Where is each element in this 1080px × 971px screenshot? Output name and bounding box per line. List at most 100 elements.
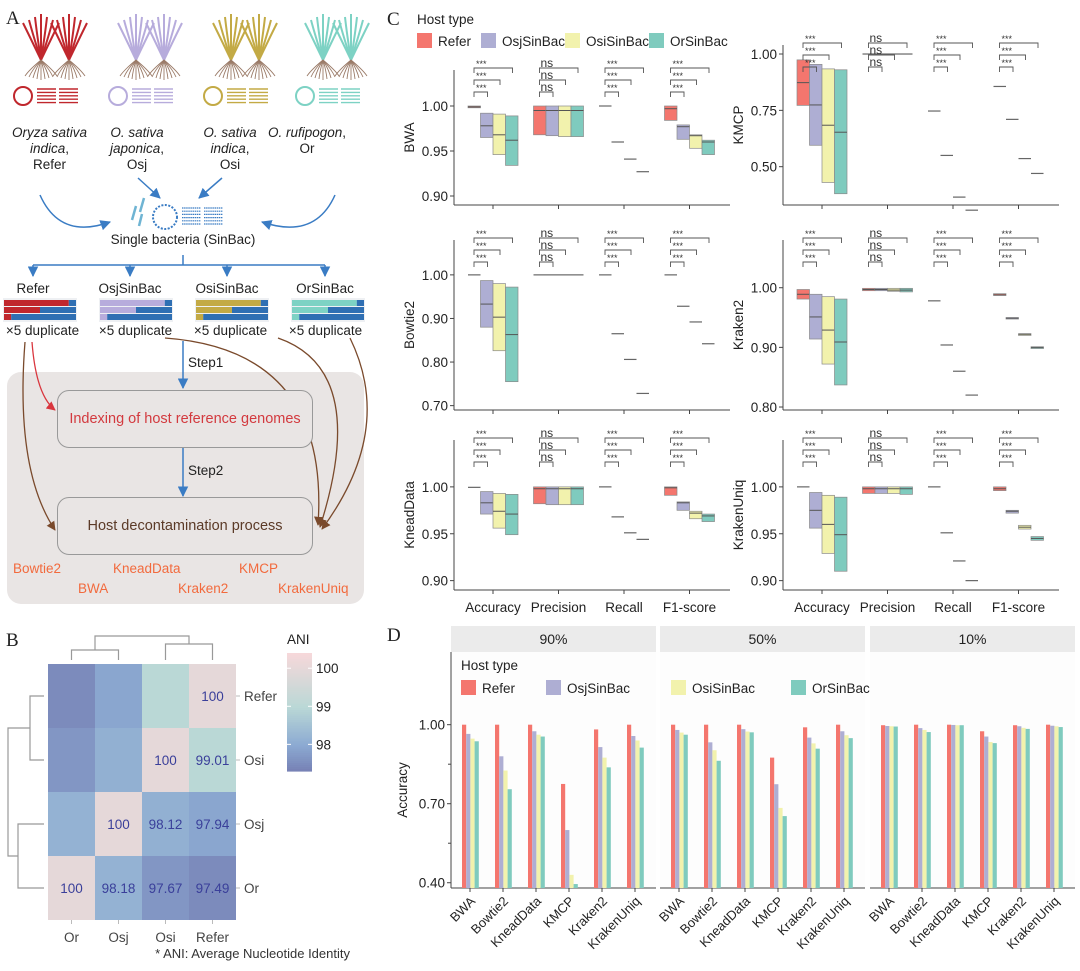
heatmap-cell (48, 664, 95, 728)
cell-value-label: 99.01 (196, 753, 230, 768)
heatmap-cell (142, 664, 189, 728)
y-tick-label: 0.90 (422, 574, 448, 589)
row-dendrogram (7, 695, 44, 889)
legend-label: OsiSinBac (692, 681, 755, 696)
box (664, 105, 678, 121)
legend-gradient-step (287, 737, 312, 741)
significance-label: *** (1002, 253, 1013, 263)
heatmap-cell (142, 728, 189, 792)
significance-bracket (473, 461, 488, 467)
significance-bracket (604, 91, 619, 97)
significance-bracket (473, 437, 513, 443)
significance-bracket (802, 261, 817, 267)
indexing-label: Indexing of host reference genomes (69, 411, 301, 427)
cell-value-label: 100 (60, 881, 83, 896)
cell-value-label: 97.94 (196, 817, 230, 832)
significance-bracket (539, 249, 566, 255)
significance-bracket (473, 79, 501, 85)
box (874, 486, 888, 494)
significance-label: *** (805, 58, 816, 68)
legend-gradient-step (287, 751, 312, 754)
significance-label: *** (673, 253, 684, 263)
column-dendrogram (70, 635, 214, 660)
bacteria-fraction-bar (260, 300, 268, 306)
bar (639, 747, 644, 888)
significance-bracket (473, 237, 513, 243)
significance-bracket (604, 461, 619, 467)
significance-label: *** (936, 241, 947, 251)
refer-to-indexing-arrow (31, 341, 56, 411)
bar (1021, 727, 1026, 888)
step2-label: Step2 (188, 463, 224, 478)
y-tick-label: 0.95 (422, 527, 448, 542)
significance-label: ns (870, 450, 883, 464)
facet-title: 90% (539, 631, 567, 647)
significance-label: *** (673, 429, 684, 439)
heatmap-cell (142, 792, 189, 856)
significance-bracket (802, 54, 830, 60)
significance-bracket (539, 79, 566, 85)
facet-background (660, 652, 865, 888)
facet-10pct: 10%BWABowtie2KneadDataKMCPKraken2KrakenU… (866, 626, 1075, 952)
significance-bracket (670, 461, 685, 467)
box (533, 486, 547, 505)
significance-label: *** (476, 253, 487, 263)
legend-gradient-step (287, 696, 312, 699)
significance-label: ns (870, 238, 883, 252)
flow-arrow (137, 177, 161, 199)
significance-label: ns (541, 56, 554, 70)
bar (984, 736, 989, 888)
significance-bracket (999, 249, 1026, 255)
bacteria-fraction-bar (299, 314, 364, 320)
significance-bracket (868, 237, 908, 243)
genome-icon (13, 86, 78, 106)
legend-gradient-step (287, 676, 312, 680)
significance-bracket (670, 437, 710, 443)
indexing-box: Indexing of host reference genomes (57, 390, 313, 448)
heatmap-cell (95, 856, 142, 920)
legend-gradient-step (287, 702, 312, 705)
y-tick-label: 0.90 (751, 340, 777, 355)
decontamination-box: Host decontamination process (57, 497, 313, 555)
legend-swatch (565, 33, 580, 48)
significance-label: *** (673, 241, 684, 251)
species-label-osj: O. sativa japonica, Osj (109, 125, 165, 172)
bacteria-fraction-bar (232, 307, 268, 313)
tool-label-kneaddata: KneadData (113, 561, 181, 576)
legend-gradient-step (287, 759, 312, 762)
significance-label: ns (541, 68, 554, 82)
legend-gradient-step (287, 654, 312, 658)
legend-swatch (671, 680, 686, 695)
mix-ratio-bars (3, 298, 77, 322)
cell-value-label: 97.67 (149, 881, 183, 896)
bar (992, 743, 997, 888)
significance-label: *** (805, 453, 816, 463)
significance-label: *** (607, 241, 618, 251)
cell-value-label: 100 (201, 689, 224, 704)
significance-bracket (868, 66, 883, 72)
y-axis-title: KrakenUniq (731, 480, 746, 551)
significance-bracket (999, 66, 1014, 72)
heatmap-cell (189, 728, 236, 792)
y-tick-label: Osj (244, 817, 264, 832)
significance-label: ns (541, 250, 554, 264)
bar (770, 757, 775, 888)
box (545, 486, 559, 506)
bar (627, 724, 632, 888)
branch-lines (27, 255, 331, 278)
legend-gradient-step (287, 747, 312, 750)
facet-krakenuniq: 0.90 0.95 1.00 KrakenUniq Accuracy *** *** *** P… (731, 426, 1059, 615)
bacteria-fraction-bar (356, 300, 364, 306)
significance-bracket (473, 67, 513, 73)
legend-label: OrSinBac (812, 681, 870, 696)
bacteria-fraction-bar (164, 300, 172, 306)
bar (774, 784, 779, 888)
bar (836, 724, 841, 888)
cell-value-label: 100 (154, 753, 177, 768)
legend-gradient-step (287, 733, 312, 737)
significance-label: ns (870, 43, 883, 57)
bar (503, 770, 508, 888)
significance-bracket (933, 437, 973, 443)
heatmap-cell (48, 792, 95, 856)
heatmap-cell (48, 856, 95, 920)
